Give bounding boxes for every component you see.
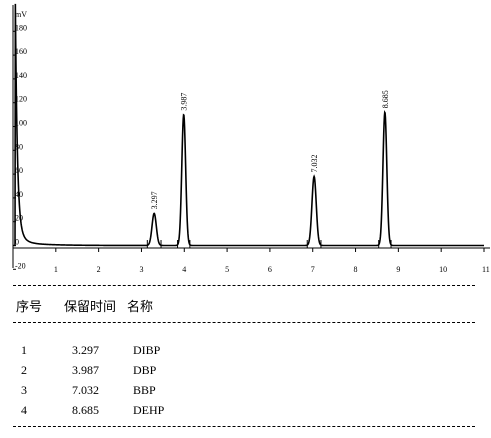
y-tick-label: 100 bbox=[15, 119, 27, 128]
y-tick-label: 0 bbox=[15, 238, 19, 247]
x-tick-label: 10 bbox=[439, 265, 447, 274]
y-tick-label: 180 bbox=[15, 23, 27, 32]
table-row: 3 7.032 BBP bbox=[0, 383, 491, 401]
x-tick-label: 2 bbox=[97, 265, 101, 274]
y-axis-unit-label: mV bbox=[15, 10, 27, 19]
row-retention-time: 7.032 bbox=[72, 383, 99, 397]
y-tick-label: 160 bbox=[15, 47, 27, 56]
row-number: 4 bbox=[21, 403, 27, 417]
x-axis-ticks: 1 2 3 4 5 6 7 8 9 10 11 bbox=[54, 248, 490, 274]
y-tick-label: 60 bbox=[15, 166, 23, 175]
x-tick-label: 8 bbox=[354, 265, 358, 274]
row-compound-name: DBP bbox=[133, 363, 157, 377]
peak-label: 3.987 bbox=[180, 93, 189, 111]
peak-integration-markers bbox=[146, 240, 392, 248]
row-number: 2 bbox=[21, 363, 27, 377]
y-tick-label: 80 bbox=[15, 142, 23, 151]
y-tick-label: 140 bbox=[15, 71, 27, 80]
y-tick-label: 120 bbox=[15, 95, 27, 104]
y-tick-label: -20 bbox=[15, 261, 26, 270]
header-name: 名称 bbox=[127, 300, 154, 315]
chromatogram-trace bbox=[13, 3, 484, 247]
row-compound-name: DEHP bbox=[133, 403, 165, 417]
peak-labels: 3.297 3.987 7.032 8.685 bbox=[150, 90, 390, 209]
row-retention-time: 8.685 bbox=[72, 403, 99, 417]
x-tick-label: 4 bbox=[182, 265, 186, 274]
peak-label: 8.685 bbox=[381, 90, 390, 108]
row-number: 1 bbox=[21, 343, 27, 357]
x-tick-label: 9 bbox=[396, 265, 400, 274]
x-tick-label: 5 bbox=[225, 265, 229, 274]
divider-bottom bbox=[13, 426, 475, 427]
chart-axes bbox=[12, 5, 490, 268]
table-row: 2 3.987 DBP bbox=[0, 363, 491, 381]
row-compound-name: BBP bbox=[133, 383, 156, 397]
row-number: 3 bbox=[21, 383, 27, 397]
row-compound-name: DIBP bbox=[133, 343, 161, 357]
table-row: 4 8.685 DEHP bbox=[0, 403, 491, 421]
x-tick-label: 11 bbox=[482, 265, 490, 274]
x-tick-label: 1 bbox=[54, 265, 58, 274]
row-retention-time: 3.297 bbox=[72, 343, 99, 357]
peak-label: 3.297 bbox=[150, 191, 159, 209]
y-tick-label: 20 bbox=[15, 214, 23, 223]
x-tick-label: 7 bbox=[311, 265, 315, 274]
header-retention-time: 保留时间 bbox=[64, 300, 117, 315]
peak-label: 7.032 bbox=[310, 154, 319, 172]
x-tick-label: 3 bbox=[139, 265, 143, 274]
x-tick-label: 6 bbox=[268, 265, 272, 274]
header-number: 序号 bbox=[16, 300, 43, 315]
divider-middle bbox=[13, 322, 475, 323]
divider-top bbox=[13, 285, 475, 286]
table-row: 1 3.297 DIBP bbox=[0, 343, 491, 361]
row-retention-time: 3.987 bbox=[72, 363, 99, 377]
